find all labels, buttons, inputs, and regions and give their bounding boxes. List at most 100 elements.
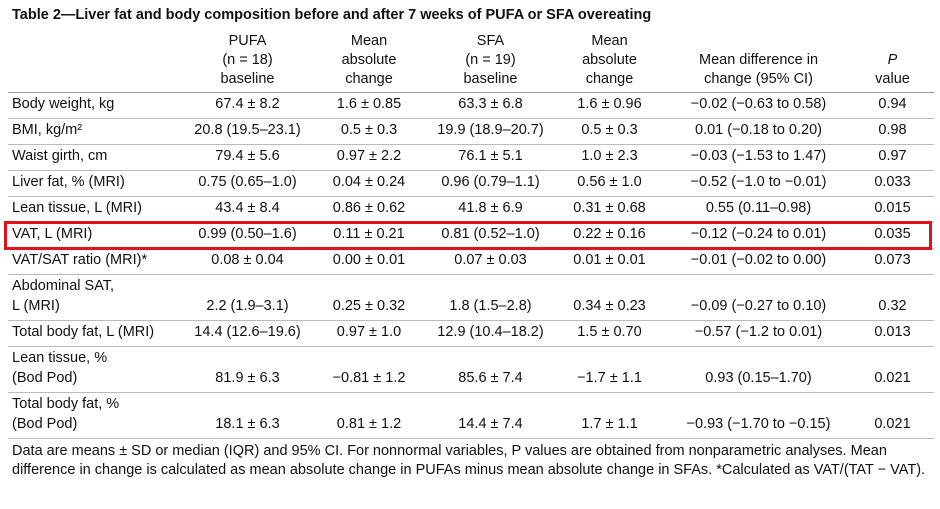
cell: 0.013 [851, 320, 934, 347]
cell: 0.00 ± 0.01 [310, 248, 428, 275]
cell: 0.81 ± 1.2 [310, 392, 428, 439]
cell: 0.22 ± 0.16 [553, 222, 666, 249]
header-line: SFA [476, 33, 505, 49]
cell: 0.34 ± 0.23 [553, 274, 666, 321]
cell: 0.07 ± 0.03 [428, 248, 553, 275]
cell: 0.021 [851, 392, 934, 439]
header-line: absolute [341, 52, 397, 68]
cell: 0.97 [851, 144, 934, 171]
footnote: Data are means ± SD or median (IQR) and … [12, 443, 926, 478]
cell: 67.4 ± 8.2 [185, 92, 310, 119]
row-label-line: VAT, L (MRI) [12, 226, 93, 242]
cell: 43.4 ± 8.4 [185, 196, 310, 223]
cell: 0.073 [851, 248, 934, 275]
header-line: P [887, 52, 898, 68]
header-line: Mean difference in [698, 52, 819, 68]
cell: 18.1 ± 6.3 [185, 392, 310, 439]
header-cell [8, 29, 185, 93]
cell: 0.5 ± 0.3 [553, 118, 666, 145]
cell: 0.021 [851, 346, 934, 393]
table-row: BMI, kg/m² 20.8 (19.5–23.1) 0.5 ± 0.3 19.9 … [8, 118, 934, 145]
header-line: value [875, 71, 910, 87]
row-label-line: Liver fat, % (MRI) [12, 174, 125, 190]
cell: 63.3 ± 6.8 [428, 92, 553, 119]
row-label: Liver fat, % (MRI) [8, 170, 185, 197]
table-body: Body weight, kg 67.4 ± 8.2 1.6 ± 0.85 63.3 … [8, 92, 934, 439]
header-line: (n = 19) [465, 52, 516, 68]
cell: 0.97 ± 1.0 [310, 320, 428, 347]
row-label-line: Lean tissue, L (MRI) [12, 200, 143, 216]
cell: 20.8 (19.5–23.1) [185, 118, 310, 145]
cell: −0.03 (−1.53 to 1.47) [666, 144, 851, 171]
table-row: Abdominal SAT, L (MRI) 2.2 (1.9–3.1) 0.25 ±… [8, 274, 934, 321]
table-row: Total body fat, L (MRI) 14.4 (12.6–19.6) 0… [8, 320, 934, 347]
row-label-line: Total body fat, % [12, 396, 120, 412]
header-cell: Mean difference in change (95% CI) [666, 29, 851, 93]
header-line: absolute [582, 52, 637, 68]
cell: 85.6 ± 7.4 [428, 346, 553, 393]
row-label: Lean tissue, % (Bod Pod) [8, 346, 185, 393]
cell: 79.4 ± 5.6 [185, 144, 310, 171]
cell: 0.96 (0.79–1.1) [428, 170, 553, 197]
cell: 0.033 [851, 170, 934, 197]
cell: 0.01 (−0.18 to 0.20) [666, 118, 851, 145]
cell: 0.97 ± 2.2 [310, 144, 428, 171]
row-label: Total body fat, L (MRI) [8, 320, 185, 347]
cell: 0.55 (0.11–0.98) [666, 196, 851, 223]
table-row: Body weight, kg 67.4 ± 8.2 1.6 ± 0.85 63.3 … [8, 92, 934, 119]
row-label-line: BMI, kg/m² [12, 122, 83, 138]
cell: 0.81 (0.52–1.0) [428, 222, 553, 249]
header-cell: SFA (n = 19) baseline [428, 29, 553, 93]
row-label: VAT, L (MRI) [8, 222, 185, 249]
row-label-line: VAT/SAT ratio (MRI)* [12, 252, 148, 268]
cell: 0.75 (0.65–1.0) [185, 170, 310, 197]
cell: 0.86 ± 0.62 [310, 196, 428, 223]
row-label: Total body fat, % (Bod Pod) [8, 392, 185, 439]
cell: 1.0 ± 2.3 [553, 144, 666, 171]
row-label-line: Body weight, kg [12, 96, 115, 112]
table-row: VAT/SAT ratio (MRI)* 0.08 ± 0.04 0.00 ± 0.… [8, 248, 934, 275]
cell: 14.4 (12.6–19.6) [185, 320, 310, 347]
cell: 1.8 (1.5–2.8) [428, 274, 553, 321]
cell: 0.93 (0.15–1.70) [666, 346, 851, 393]
row-label: VAT/SAT ratio (MRI)* [8, 248, 185, 275]
row-label-line: (Bod Pod) [12, 416, 78, 432]
header-cell: PUFA (n = 18) baseline [185, 29, 310, 93]
table-row: Waist girth, cm 79.4 ± 5.6 0.97 ± 2.2 76.1 … [8, 144, 934, 171]
header-line: Mean [350, 33, 388, 49]
header-line: baseline [463, 71, 518, 87]
header-line: change [345, 71, 393, 87]
cell: −0.12 (−0.24 to 0.01) [666, 222, 851, 249]
cell: 0.99 (0.50–1.6) [185, 222, 310, 249]
header-line: Mean [591, 33, 628, 49]
header-row: PUFA (n = 18) baseline Mean absolute change SF… [8, 29, 934, 93]
cell: 76.1 ± 5.1 [428, 144, 553, 171]
header-line: change [585, 71, 634, 87]
header-line: baseline [220, 71, 275, 87]
cell: 0.98 [851, 118, 934, 145]
cell: 2.2 (1.9–3.1) [185, 274, 310, 321]
cell: −0.52 (−1.0 to −0.01) [666, 170, 851, 197]
row-label-line: L (MRI) [12, 298, 60, 314]
cell: 0.25 ± 0.32 [310, 274, 428, 321]
cell: 0.08 ± 0.04 [185, 248, 310, 275]
row-label: Body weight, kg [8, 92, 185, 119]
cell: −0.02 (−0.63 to 0.58) [666, 92, 851, 119]
table-row: VAT, L (MRI) 0.99 (0.50–1.6) 0.11 ± 0.21 0.… [8, 222, 934, 249]
row-label-line: Lean tissue, % [12, 350, 108, 366]
cell: 41.8 ± 6.9 [428, 196, 553, 223]
row-label: Abdominal SAT, L (MRI) [8, 274, 185, 321]
row-label: Lean tissue, L (MRI) [8, 196, 185, 223]
cell: 0.11 ± 0.21 [310, 222, 428, 249]
cell: −0.01 (−0.02 to 0.00) [666, 248, 851, 275]
cell: 0.94 [851, 92, 934, 119]
cell: 0.015 [851, 196, 934, 223]
cell: 1.6 ± 0.85 [310, 92, 428, 119]
cell: 1.5 ± 0.70 [553, 320, 666, 347]
data-table: PUFA (n = 18) baseline Mean absolute change SF… [8, 29, 934, 439]
row-label-line: Waist girth, cm [12, 148, 108, 164]
cell: −0.93 (−1.70 to −0.15) [666, 392, 851, 439]
cell: 0.01 ± 0.01 [553, 248, 666, 275]
cell: 1.6 ± 0.96 [553, 92, 666, 119]
